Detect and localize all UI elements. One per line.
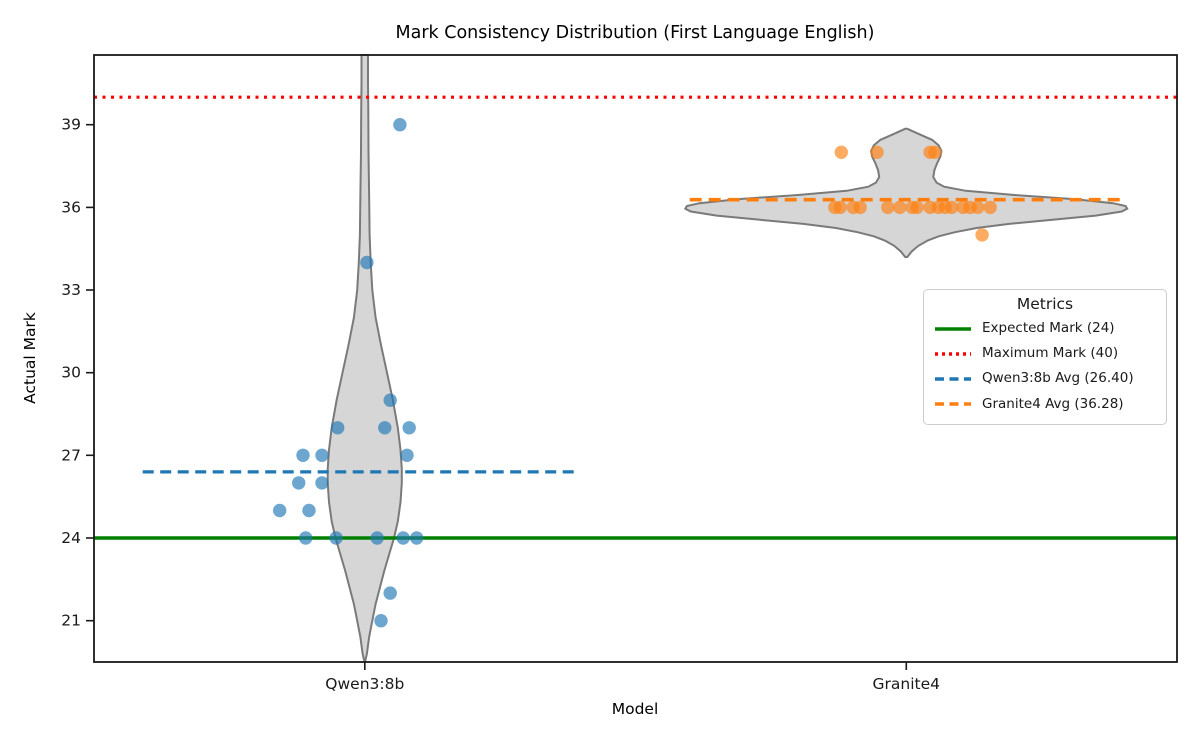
y-tick-label: 36 (61, 198, 81, 216)
legend-entry: Qwen3:8b Avg (26.40) (934, 372, 1156, 386)
scatter-point-qwen3-8b (329, 531, 343, 545)
y-axis-label: Actual Mark (21, 312, 39, 404)
scatter-point-qwen3-8b (374, 614, 388, 628)
scatter-point-qwen3-8b (302, 503, 316, 518)
scatter-point-qwen3-8b (360, 255, 374, 270)
y-tick-label: 30 (61, 364, 81, 382)
x-tick-label-qwen3-8b: Qwen3:8b (325, 675, 404, 693)
scatter-point-qwen3-8b (273, 503, 287, 518)
x-tick-label-granite4: Granite4 (873, 675, 941, 693)
legend-entry-label: Maximum Mark (40) (982, 345, 1119, 362)
scatter-point-qwen3-8b (402, 421, 416, 435)
scatter-point-qwen3-8b (396, 531, 410, 545)
scatter-point-granite4 (870, 145, 884, 159)
legend-entry: Maximum Mark (40) (934, 347, 1156, 361)
scatter-point-qwen3-8b (383, 586, 397, 600)
scatter-point-granite4 (983, 200, 997, 215)
legend-entry-label: Expected Mark (24) (982, 319, 1115, 336)
y-tick-label: 39 (61, 116, 81, 134)
legend-entry-label: Granite4 Avg (36.28) (982, 395, 1124, 412)
violin-qwen3-8b (326, 54, 403, 662)
legend-entry: Granite4 Avg (36.28) (934, 395, 1156, 412)
scatter-point-qwen3-8b (383, 393, 397, 407)
scatter-point-qwen3-8b (315, 448, 329, 462)
scatter-point-granite4 (833, 200, 847, 215)
legend: Metrics Expected Mark (24) Maximum Mark (… (923, 289, 1167, 425)
x-axis-label: Model (611, 700, 659, 718)
scatter-point-qwen3-8b (410, 531, 424, 545)
scatter-point-granite4 (834, 145, 848, 159)
legend-line-sample (935, 352, 971, 356)
scatter-point-qwen3-8b (370, 531, 384, 545)
scatter-point-qwen3-8b (400, 448, 414, 462)
scatter-point-granite4 (928, 145, 942, 159)
scatter-point-granite4 (975, 228, 989, 242)
legend-entry-label: Qwen3:8b Avg (26.40) (982, 370, 1134, 387)
scatter-point-qwen3-8b (299, 531, 313, 545)
y-tick-label: 33 (61, 281, 81, 299)
scatter-point-qwen3-8b (393, 118, 407, 132)
scatter-point-qwen3-8b (315, 476, 329, 490)
scatter-point-qwen3-8b (378, 421, 392, 435)
scatter-point-granite4 (881, 200, 895, 215)
scatter-point-qwen3-8b (331, 421, 345, 435)
y-tick-label: 21 (61, 612, 81, 630)
axes-frame (93, 54, 1178, 663)
y-tick-label: 27 (61, 446, 81, 464)
scatter-point-granite4 (971, 200, 985, 215)
legend-line-sample (935, 402, 971, 407)
scatter-point-granite4 (853, 200, 867, 215)
scatter-point-granite4 (893, 200, 907, 215)
legend-line-sample (935, 326, 971, 331)
scatter-point-granite4 (910, 200, 924, 215)
legend-title: Metrics (1016, 295, 1074, 313)
chart-title: Mark Consistency Distribution (First Lan… (395, 23, 875, 43)
legend-rows: Expected Mark (24) Maximum Mark (40) Qwen3… (934, 316, 1156, 417)
scatter-point-qwen3-8b (296, 448, 310, 462)
legend-entry: Expected Mark (24) (934, 319, 1156, 336)
scatter-point-qwen3-8b (292, 476, 306, 490)
scatter-point-granite4 (945, 200, 959, 215)
violin-granite4 (683, 127, 1129, 258)
legend-line-sample (935, 377, 971, 381)
y-tick-label: 24 (61, 529, 81, 547)
